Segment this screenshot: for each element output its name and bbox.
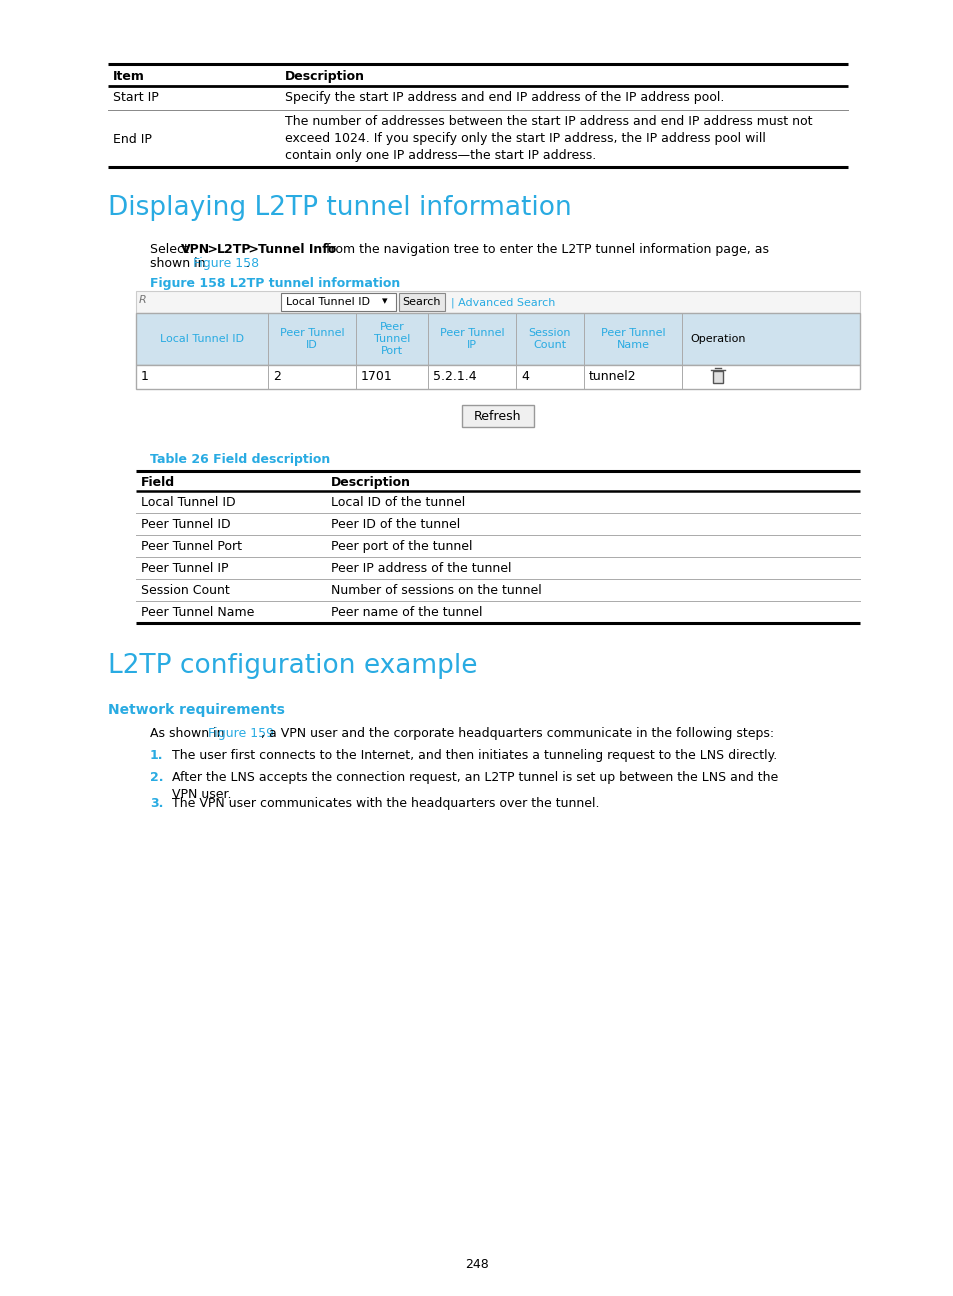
Text: Local Tunnel ID: Local Tunnel ID (286, 297, 370, 307)
Text: Number of sessions on the tunnel: Number of sessions on the tunnel (331, 584, 541, 597)
Text: Peer Tunnel Port: Peer Tunnel Port (141, 540, 242, 553)
Text: Peer port of the tunnel: Peer port of the tunnel (331, 540, 472, 553)
Text: Figure 158: Figure 158 (193, 257, 259, 270)
FancyBboxPatch shape (461, 404, 534, 426)
Text: Peer IP address of the tunnel: Peer IP address of the tunnel (331, 562, 511, 575)
Text: Table 26 Field description: Table 26 Field description (150, 454, 330, 467)
Text: Peer Tunnel
IP: Peer Tunnel IP (439, 328, 504, 350)
Text: Description: Description (331, 476, 411, 489)
Text: from the navigation tree to enter the L2TP tunnel information page, as: from the navigation tree to enter the L2… (322, 244, 768, 257)
FancyBboxPatch shape (136, 314, 859, 365)
Text: Peer Tunnel IP: Peer Tunnel IP (141, 562, 229, 575)
Text: Session
Count: Session Count (528, 328, 571, 350)
Text: >: > (244, 244, 263, 257)
Text: Peer Tunnel
Name: Peer Tunnel Name (600, 328, 664, 350)
Text: | Advanced Search: | Advanced Search (451, 297, 555, 307)
Text: L2TP configuration example: L2TP configuration example (108, 653, 477, 679)
Text: Network requirements: Network requirements (108, 702, 285, 717)
Text: As shown in: As shown in (150, 727, 229, 740)
Text: The VPN user communicates with the headquarters over the tunnel.: The VPN user communicates with the headq… (172, 797, 598, 810)
Text: >: > (203, 244, 222, 257)
Text: Peer Tunnel ID: Peer Tunnel ID (141, 518, 231, 531)
Text: 1: 1 (141, 371, 149, 384)
Text: Item: Item (112, 70, 145, 83)
Text: Description: Description (285, 70, 365, 83)
Text: tunnel2: tunnel2 (588, 371, 636, 384)
Text: Peer name of the tunnel: Peer name of the tunnel (331, 607, 482, 619)
Text: Displaying L2TP tunnel information: Displaying L2TP tunnel information (108, 194, 571, 222)
Text: Local Tunnel ID: Local Tunnel ID (160, 334, 244, 343)
Text: , a VPN user and the corporate headquarters communicate in the following steps:: , a VPN user and the corporate headquart… (261, 727, 773, 740)
Text: 1.: 1. (150, 749, 163, 762)
Text: 1701: 1701 (360, 371, 393, 384)
Text: The user first connects to the Internet, and then initiates a tunneling request : The user first connects to the Internet,… (172, 749, 777, 762)
Text: Figure 159: Figure 159 (208, 727, 274, 740)
FancyBboxPatch shape (136, 365, 859, 389)
Text: Field: Field (141, 476, 175, 489)
Text: VPN: VPN (181, 244, 210, 257)
Text: After the LNS accepts the connection request, an L2TP tunnel is set up between t: After the LNS accepts the connection req… (172, 771, 778, 801)
Text: R: R (139, 295, 147, 305)
Text: Start IP: Start IP (112, 91, 158, 104)
Text: 248: 248 (465, 1257, 488, 1270)
Text: Peer ID of the tunnel: Peer ID of the tunnel (331, 518, 459, 531)
Text: Local Tunnel ID: Local Tunnel ID (141, 496, 235, 509)
Text: Search: Search (402, 297, 441, 307)
Text: .: . (246, 257, 250, 270)
Text: Tunnel Info: Tunnel Info (257, 244, 335, 257)
Text: Session Count: Session Count (141, 584, 230, 597)
Text: The number of addresses between the start IP address and end IP address must not: The number of addresses between the star… (285, 115, 812, 162)
Text: Operation: Operation (690, 334, 745, 343)
Text: 4: 4 (520, 371, 528, 384)
Text: ▾: ▾ (381, 295, 387, 306)
Text: shown in: shown in (150, 257, 210, 270)
FancyBboxPatch shape (281, 293, 395, 311)
Text: 5.2.1.4: 5.2.1.4 (433, 371, 476, 384)
Text: Local ID of the tunnel: Local ID of the tunnel (331, 496, 465, 509)
FancyBboxPatch shape (398, 293, 444, 311)
Text: Select: Select (150, 244, 193, 257)
Text: Refresh: Refresh (474, 410, 521, 422)
Text: 2.: 2. (150, 771, 163, 784)
Text: Specify the start IP address and end IP address of the IP address pool.: Specify the start IP address and end IP … (285, 91, 723, 104)
Text: Peer Tunnel
ID: Peer Tunnel ID (279, 328, 344, 350)
Text: 3.: 3. (150, 797, 163, 810)
FancyBboxPatch shape (712, 371, 722, 384)
Text: 2: 2 (273, 371, 280, 384)
Text: End IP: End IP (112, 133, 152, 146)
Text: Figure 158 L2TP tunnel information: Figure 158 L2TP tunnel information (150, 277, 400, 290)
FancyBboxPatch shape (136, 292, 859, 314)
Text: Peer Tunnel Name: Peer Tunnel Name (141, 607, 254, 619)
Text: Peer
Tunnel
Port: Peer Tunnel Port (374, 323, 410, 355)
Text: L2TP: L2TP (216, 244, 252, 257)
